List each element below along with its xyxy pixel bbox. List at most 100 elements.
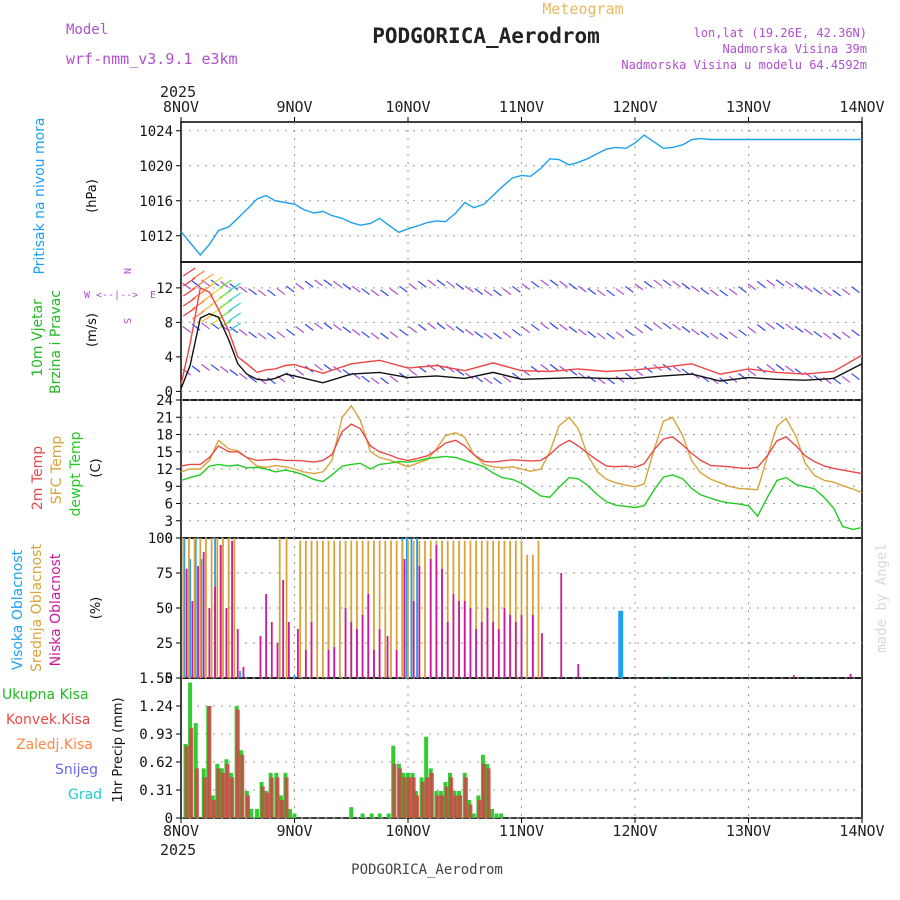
wind-arrow: [417, 323, 427, 331]
wind-arrow: [210, 316, 223, 326]
top-day-labels: 8NOV 9NOV 10NOV 11NOV 12NOV 13NOV 14NOV: [163, 98, 885, 122]
precip-bar: [489, 808, 494, 818]
wind-arrow: [672, 323, 681, 331]
wind-arrow: [380, 289, 389, 297]
wind-arrow: [615, 331, 625, 339]
precip-label-frozen: Zaledj.Kisa: [16, 737, 93, 753]
wind-arrow: [587, 331, 597, 338]
ytick-label: 1016: [139, 194, 173, 210]
wind-arrow: [219, 279, 232, 289]
wind-arrow: [408, 368, 418, 376]
wind-arrow: [559, 280, 568, 288]
wind-arrow: [549, 279, 559, 287]
wind-arrow: [389, 331, 399, 339]
precip-bar: [225, 763, 230, 818]
precip-bar: [184, 745, 189, 818]
wind-arrow: [785, 323, 794, 331]
precip-bar: [425, 777, 430, 818]
wind-arrow: [530, 280, 540, 288]
wind-arrow: [380, 377, 389, 385]
precip-bar: [499, 813, 504, 818]
wind-arrow: [662, 322, 672, 330]
day-label-bottom: 14NOV: [839, 822, 884, 840]
wind-label-2: Brzina i Pravac: [48, 290, 64, 394]
ytick-label: 4: [165, 350, 173, 366]
precip-bar: [249, 808, 254, 818]
ytick-label: 15: [156, 445, 173, 461]
wind-arrow: [756, 366, 766, 374]
precip-layer: [183, 682, 504, 818]
t2m-line: [180, 423, 863, 475]
precip-bar: [440, 795, 445, 818]
wind-arrow: [248, 331, 257, 339]
precip-bar: [240, 754, 245, 818]
wind-arrow: [502, 288, 512, 296]
wind-arrow: [474, 375, 484, 383]
wind-arrow: [643, 324, 653, 332]
ytick-label: 0: [165, 671, 173, 687]
precip-bar: [265, 792, 270, 818]
wind-arrow: [672, 280, 681, 288]
wind-arrow: [615, 375, 625, 383]
wind-arrow: [775, 279, 785, 287]
precip-label-conv: Konvek.Kisa: [6, 712, 90, 728]
wind-arrow: [577, 328, 587, 336]
day-label-bottom: 10NOV: [385, 822, 430, 840]
wind-arrow: [323, 364, 333, 371]
wind-arrow: [559, 365, 568, 373]
wind-arrow: [361, 331, 371, 339]
day-label-top: 8NOV: [163, 98, 199, 116]
wind-arrow: [804, 285, 813, 293]
wind-arrow: [333, 323, 342, 331]
wind-arrow: [691, 285, 700, 293]
ytick-label: 1012: [139, 229, 173, 245]
day-label-bottom: 8NOV: [163, 822, 199, 840]
wind-arrow: [832, 332, 842, 340]
ytick-label: 12: [156, 281, 173, 297]
sfc-temp-line: [180, 404, 863, 494]
wind-arrow: [766, 279, 776, 287]
panel-frame: [180, 121, 863, 263]
wind-arrow: [464, 372, 474, 380]
wind-arrow: [191, 280, 201, 288]
precip-bar: [216, 768, 221, 818]
wind-arrow: [577, 285, 587, 293]
wind-arrow: [314, 279, 323, 287]
pressure-label: Pritisak na nivou mora: [32, 117, 48, 274]
wind-arrow: [540, 322, 550, 330]
wind-arrow: [427, 363, 436, 371]
wind-arrow: [323, 322, 333, 330]
wind-arrow: [568, 326, 578, 333]
wind-arrow: [709, 332, 719, 340]
wind-arrow: [841, 288, 851, 296]
precip-bar: [230, 777, 235, 818]
wind-arrow: [257, 289, 267, 297]
wind-arrow: [813, 375, 823, 383]
day-label-top: 13NOV: [726, 98, 771, 116]
wind-arrow: [370, 332, 380, 340]
wind-arrow: [219, 365, 229, 373]
bottom-day-labels: 8NOV 9NOV 10NOV 11NOV 12NOV 13NOV 14NOV: [163, 818, 885, 840]
wind-arrow: [285, 285, 295, 293]
precip-label-hail: Grad: [68, 787, 102, 803]
wind-arrow: [257, 332, 267, 340]
wind-arrow: [210, 296, 223, 306]
wind-arrow: [267, 289, 276, 297]
wind-arrow: [351, 285, 361, 293]
wind-arrow: [700, 330, 710, 338]
wind-arrow: [436, 279, 446, 287]
wind-arrow: [361, 288, 371, 296]
ytick-label: 0.62: [139, 755, 173, 771]
precip-bar: [468, 804, 473, 818]
wind-arrow: [549, 363, 559, 371]
precip-bar: [269, 777, 274, 818]
day-label-top: 11NOV: [499, 98, 544, 116]
precip-bar: [435, 795, 440, 818]
precip-bar: [275, 777, 280, 818]
ytick-label: 24: [156, 393, 173, 409]
wind-arrow: [182, 297, 196, 307]
compass-w: W: [84, 290, 91, 301]
wind-arrow: [228, 312, 242, 322]
ytick-label: 100: [148, 531, 173, 547]
